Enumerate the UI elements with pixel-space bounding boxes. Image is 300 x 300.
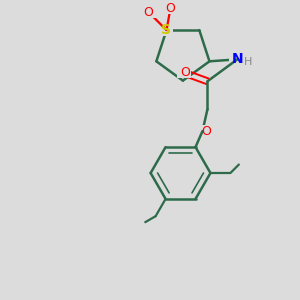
FancyBboxPatch shape: [160, 24, 173, 36]
Text: O: O: [166, 2, 176, 15]
Text: O: O: [202, 124, 212, 138]
FancyBboxPatch shape: [164, 2, 178, 14]
Text: O: O: [181, 66, 190, 79]
FancyBboxPatch shape: [142, 6, 155, 18]
Text: S: S: [161, 23, 172, 37]
Text: H: H: [244, 57, 253, 67]
FancyBboxPatch shape: [230, 53, 249, 65]
FancyBboxPatch shape: [200, 125, 214, 137]
Text: O: O: [144, 6, 154, 19]
FancyBboxPatch shape: [177, 66, 190, 78]
Text: N: N: [232, 52, 243, 66]
